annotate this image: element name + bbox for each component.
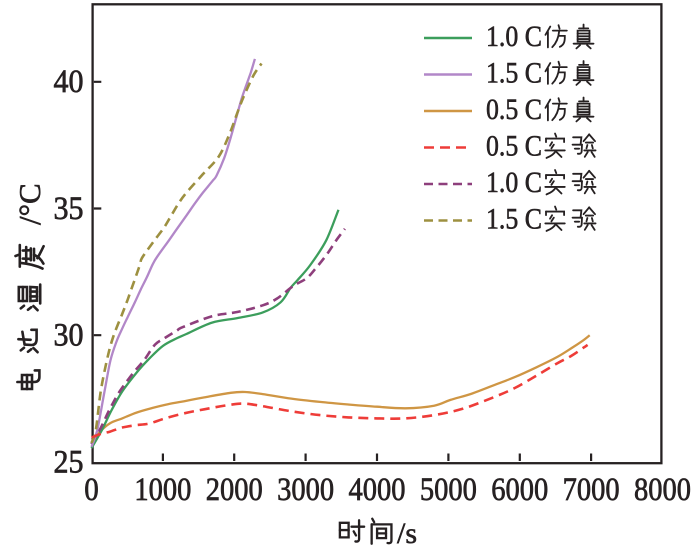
svg-text:6000: 6000 xyxy=(491,472,548,508)
svg-text:0.5 C: 0.5 C xyxy=(486,93,542,126)
svg-text:0: 0 xyxy=(84,472,99,508)
svg-text:4000: 4000 xyxy=(349,472,406,508)
svg-text:25: 25 xyxy=(54,444,84,480)
svg-text:7000: 7000 xyxy=(563,472,620,508)
svg-text:1.5 C: 1.5 C xyxy=(486,57,542,90)
svg-text:1.0 C: 1.0 C xyxy=(486,20,542,53)
svg-text:2000: 2000 xyxy=(206,472,263,508)
svg-text:5000: 5000 xyxy=(420,472,477,508)
svg-text:/°C: /°C xyxy=(12,183,47,225)
svg-text:1.0 C: 1.0 C xyxy=(486,166,542,199)
svg-text:8000: 8000 xyxy=(634,472,691,508)
svg-text:1000: 1000 xyxy=(134,472,191,508)
svg-text:35: 35 xyxy=(54,191,84,227)
svg-text:/s: /s xyxy=(397,517,417,550)
svg-text:1.5 C: 1.5 C xyxy=(486,203,542,236)
svg-text:40: 40 xyxy=(54,64,84,100)
svg-text:30: 30 xyxy=(54,318,84,354)
svg-text:3000: 3000 xyxy=(277,472,334,508)
svg-text:0.5 C: 0.5 C xyxy=(486,130,542,163)
